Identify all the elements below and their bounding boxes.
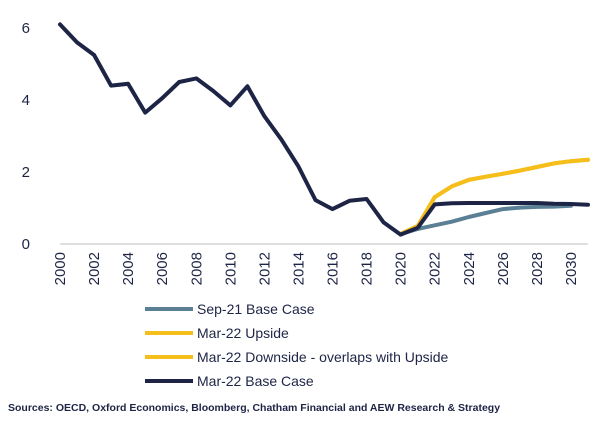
x-tick-label: 2018 bbox=[359, 252, 376, 285]
series-line-0 bbox=[398, 203, 573, 236]
x-tick-label: 2004 bbox=[120, 252, 137, 285]
x-tick-label: 2000 bbox=[52, 252, 69, 285]
series-line-1 bbox=[398, 157, 590, 236]
x-tick-label: 2010 bbox=[222, 252, 239, 285]
legend-label: Mar-22 Downside - overlaps with Upside bbox=[197, 349, 449, 365]
x-tick-label: 2024 bbox=[461, 252, 478, 285]
legend-label: Mar-22 Upside bbox=[197, 325, 289, 341]
x-tick-label: 2016 bbox=[325, 252, 342, 285]
x-tick-label: 2012 bbox=[256, 252, 273, 285]
x-tick-label: 2028 bbox=[529, 252, 546, 285]
x-tick-label: 2020 bbox=[393, 252, 410, 285]
legend-label: Sep-21 Base Case bbox=[197, 301, 315, 317]
x-tick-label: 2008 bbox=[188, 252, 205, 285]
y-tick-label: 4 bbox=[22, 92, 30, 109]
series-line-3 bbox=[58, 22, 590, 237]
y-tick-label: 6 bbox=[22, 20, 30, 37]
x-tick-label: 2026 bbox=[495, 252, 512, 285]
x-tick-label: 2030 bbox=[563, 252, 580, 285]
series-line-2 bbox=[398, 157, 590, 236]
y-tick-label: 2 bbox=[22, 164, 30, 181]
x-tick-label: 2006 bbox=[154, 252, 171, 285]
x-tick-label: 2002 bbox=[86, 252, 103, 285]
legend-label: Mar-22 Base Case bbox=[197, 373, 314, 389]
x-tick-label: 2022 bbox=[427, 252, 444, 285]
y-tick-label: 0 bbox=[22, 236, 30, 253]
source-note: Sources: OECD, Oxford Economics, Bloombe… bbox=[8, 402, 501, 414]
x-tick-label: 2014 bbox=[290, 252, 307, 285]
